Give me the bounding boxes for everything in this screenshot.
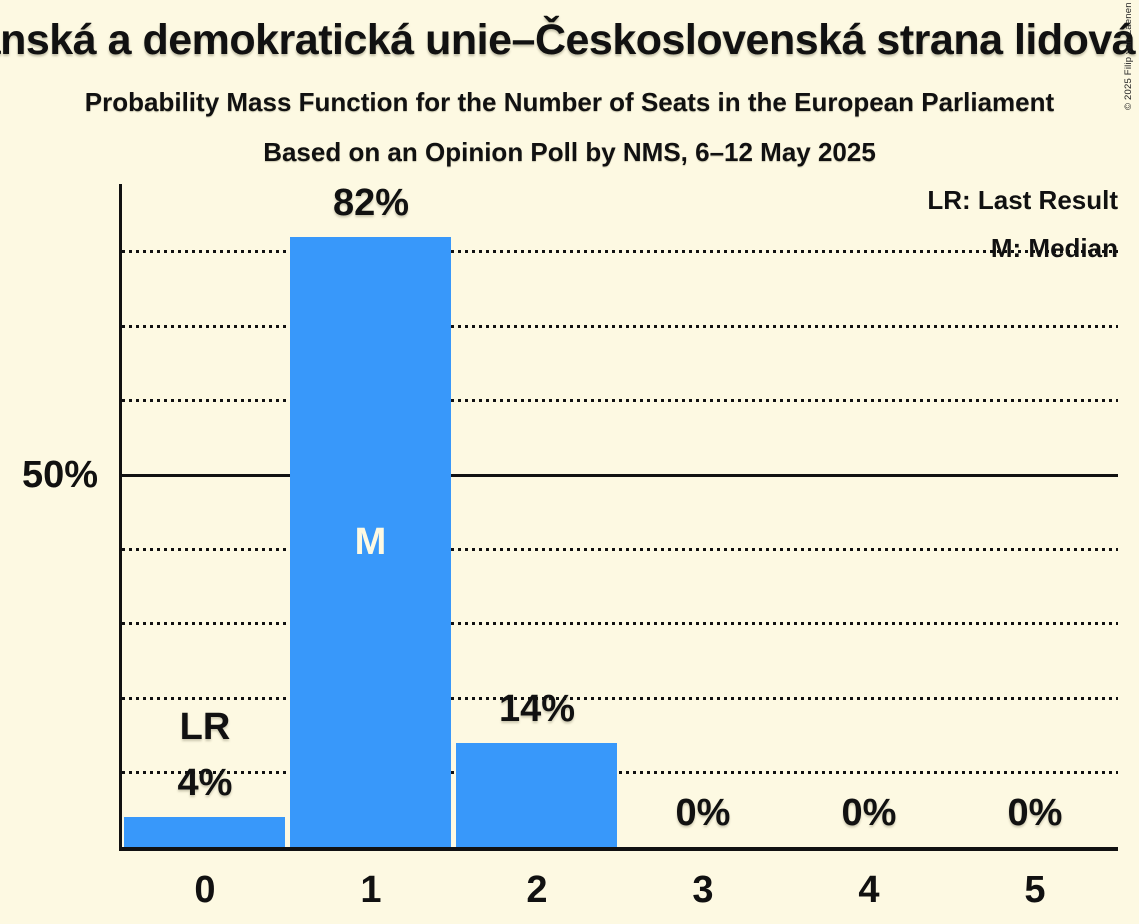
copyright-text: © 2025 Filip van Laenen <box>1123 2 1134 110</box>
bar-seat-0 <box>124 817 285 847</box>
bar-value-label-1: 82% <box>332 181 410 224</box>
gridline-dotted-70 <box>122 324 1118 328</box>
x-axis-tick-labels: 0 1 2 3 4 5 <box>122 865 1118 915</box>
legend-last-result: LR: Last Result <box>927 185 1118 215</box>
legend-median: M: Median <box>990 233 1118 263</box>
gridlines <box>122 184 1118 847</box>
x-tick-3: 3 <box>692 869 714 911</box>
y-axis-tick-label-50: 50% <box>21 454 98 496</box>
chart-title: Křesťanská a demokratická unie–Českoslov… <box>0 16 1136 64</box>
chart-subtitle-poll: Based on an Opinion Poll by NMS, 6–12 Ma… <box>263 137 876 167</box>
plot-area: LR 4% 82% M 14% 0% 0% 0% <box>119 182 1118 851</box>
x-tick-2: 2 <box>526 869 548 911</box>
gridline-dotted-20 <box>122 696 1118 700</box>
gridline-dotted-40 <box>122 547 1118 551</box>
bar-seat-2 <box>456 742 617 847</box>
chart-subtitle: Probability Mass Function for the Number… <box>84 87 1055 117</box>
gridline-dotted-80 <box>122 250 1118 254</box>
gridline-dotted-30 <box>122 622 1118 626</box>
gridline-dotted-10 <box>122 771 1118 775</box>
last-result-marker: LR <box>179 706 231 749</box>
x-tick-0: 0 <box>194 869 216 911</box>
bar-annotation-group-0: LR 4% <box>92 699 318 811</box>
bar-seat-1: M <box>290 236 451 847</box>
median-marker: M <box>354 520 387 563</box>
x-tick-1: 1 <box>360 869 382 911</box>
gridline-dotted-60 <box>122 399 1118 403</box>
bar-value-label-0: 4% <box>177 762 233 805</box>
bar-value-label-4: 0% <box>841 792 897 834</box>
x-tick-5: 5 <box>1024 869 1046 911</box>
bar-value-label-3: 0% <box>675 792 731 834</box>
bar-value-label-5: 0% <box>1007 792 1063 834</box>
legend: LR: Last Result M: Median <box>927 176 1118 272</box>
gridline-solid-50 <box>122 473 1118 477</box>
bar-value-label-2: 14% <box>498 687 576 730</box>
x-tick-4: 4 <box>858 869 880 911</box>
